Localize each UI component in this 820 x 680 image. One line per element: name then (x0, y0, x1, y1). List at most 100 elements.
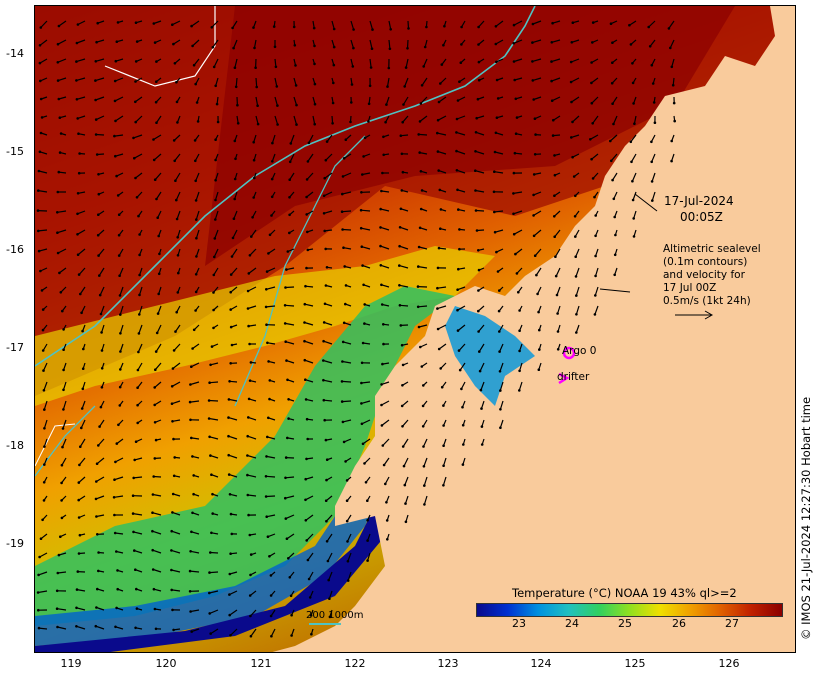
velocity-arrow (575, 286, 580, 296)
velocity-arrow-head (416, 285, 420, 288)
velocity-arrow (43, 381, 48, 391)
velocity-arrow (423, 457, 428, 467)
velocity-arrow-head (275, 85, 279, 88)
note-line: 0.5m/s (1kt 24h) (663, 295, 751, 307)
velocity-arrow (174, 172, 181, 182)
sealevel-contour (234, 135, 366, 407)
velocity-arrow-head (438, 188, 442, 192)
velocity-arrow (324, 172, 333, 179)
velocity-arrow-head (476, 97, 480, 101)
velocity-arrow-head (456, 288, 459, 292)
velocity-arrow-head (380, 383, 383, 386)
velocity-arrow-head (304, 477, 308, 481)
velocity-arrow-head (192, 328, 196, 332)
velocity-arrow-head (538, 328, 541, 332)
velocity-arrow-head (553, 173, 557, 177)
velocity-arrow-head (175, 198, 178, 202)
velocity-arrow (285, 286, 295, 289)
velocity-arrow-head (532, 193, 535, 197)
velocity-arrow (367, 552, 371, 561)
velocity-arrow-head (325, 519, 328, 523)
velocity-arrow (535, 267, 542, 276)
velocity-arrow-head (403, 483, 407, 487)
velocity-arrow-head (650, 160, 653, 164)
velocity-arrow (271, 134, 276, 144)
velocity-arrow-head (417, 325, 421, 329)
velocity-arrow-head (155, 197, 158, 201)
velocity-arrow-head (631, 198, 635, 202)
velocity-arrow-head (211, 512, 214, 515)
lon-label: 124 (530, 657, 552, 670)
velocity-arrow-head (56, 251, 60, 255)
velocity-arrow-head (496, 97, 500, 100)
velocity-arrow (669, 39, 675, 49)
velocity-arrow-head (189, 610, 192, 613)
colorbar-tick: 23 (512, 617, 526, 630)
velocity-arrow-head (474, 150, 477, 153)
velocity-arrow-head (398, 226, 402, 229)
velocity-arrow (326, 533, 333, 542)
velocity-arrow-head (78, 463, 81, 467)
velocity-arrow (174, 153, 181, 162)
velocity-arrow (325, 514, 333, 522)
velocity-arrow-head (381, 171, 384, 175)
drifter-legend: drifter (557, 371, 590, 383)
velocity-arrow (96, 457, 105, 465)
velocity-arrow (80, 419, 86, 429)
velocity-arrow-head (248, 342, 251, 346)
velocity-arrow-head (532, 214, 535, 217)
velocity-arrow (190, 381, 200, 386)
velocity-arrow-head (62, 348, 65, 352)
velocity-arrow-head (341, 420, 345, 424)
velocity-arrow (386, 77, 390, 87)
velocity-arrow-head (170, 402, 174, 406)
velocity-arrow-head (248, 594, 252, 597)
velocity-arrow (214, 210, 219, 220)
velocity-arrow (39, 39, 48, 46)
velocity-arrow-head (328, 597, 331, 600)
velocity-arrow-head (382, 342, 385, 346)
velocity-arrow (119, 343, 124, 352)
velocity-arrow (62, 400, 67, 410)
copyright-credit: © IMOS 21-Jul-2024 12:27:30 Hobart time (799, 396, 813, 640)
velocity-arrow-head (119, 350, 122, 353)
velocity-arrow-head (115, 606, 118, 610)
velocity-arrow-head (247, 397, 251, 401)
velocity-arrow-head (363, 462, 366, 465)
velocity-arrow-head (77, 171, 81, 175)
velocity-arrow-head (345, 519, 349, 523)
sealevel-contour (35, 6, 536, 367)
velocity-arrow-head (631, 179, 634, 183)
velocity-arrow-head (114, 460, 117, 464)
velocity-arrow-head (157, 272, 161, 276)
velocity-arrow (115, 115, 124, 122)
velocity-arrow-head (210, 345, 214, 348)
velocity-arrow-head (440, 385, 444, 389)
velocity-arrow (418, 266, 428, 269)
velocity-arrow (382, 438, 390, 446)
velocity-arrow (229, 474, 238, 478)
velocity-arrow (494, 171, 504, 174)
velocity-arrow (77, 20, 86, 26)
velocity-arrow-head (188, 400, 192, 404)
velocity-arrow-head (228, 613, 231, 617)
velocity-arrow-head (303, 339, 306, 343)
velocity-arrow (532, 58, 542, 62)
velocity-arrow-head (553, 215, 556, 218)
velocity-arrow (76, 96, 86, 100)
velocity-arrow-head (172, 474, 176, 478)
velocity-arrow-head (379, 244, 382, 248)
velocity-arrow-head (39, 79, 42, 83)
velocity-arrow (215, 77, 219, 86)
velocity-arrow-head (514, 132, 518, 135)
velocity-arrow-head (131, 494, 135, 498)
velocity-arrow (343, 341, 352, 345)
velocity-arrow-head (443, 24, 446, 28)
velocity-arrow-head (594, 274, 597, 278)
velocity-arrow-head (371, 28, 374, 31)
velocity-arrow (266, 455, 276, 459)
velocity-arrow (480, 400, 485, 409)
velocity-arrow-head (628, 23, 631, 27)
velocity-arrow (475, 209, 485, 212)
velocity-arrow (96, 606, 105, 611)
